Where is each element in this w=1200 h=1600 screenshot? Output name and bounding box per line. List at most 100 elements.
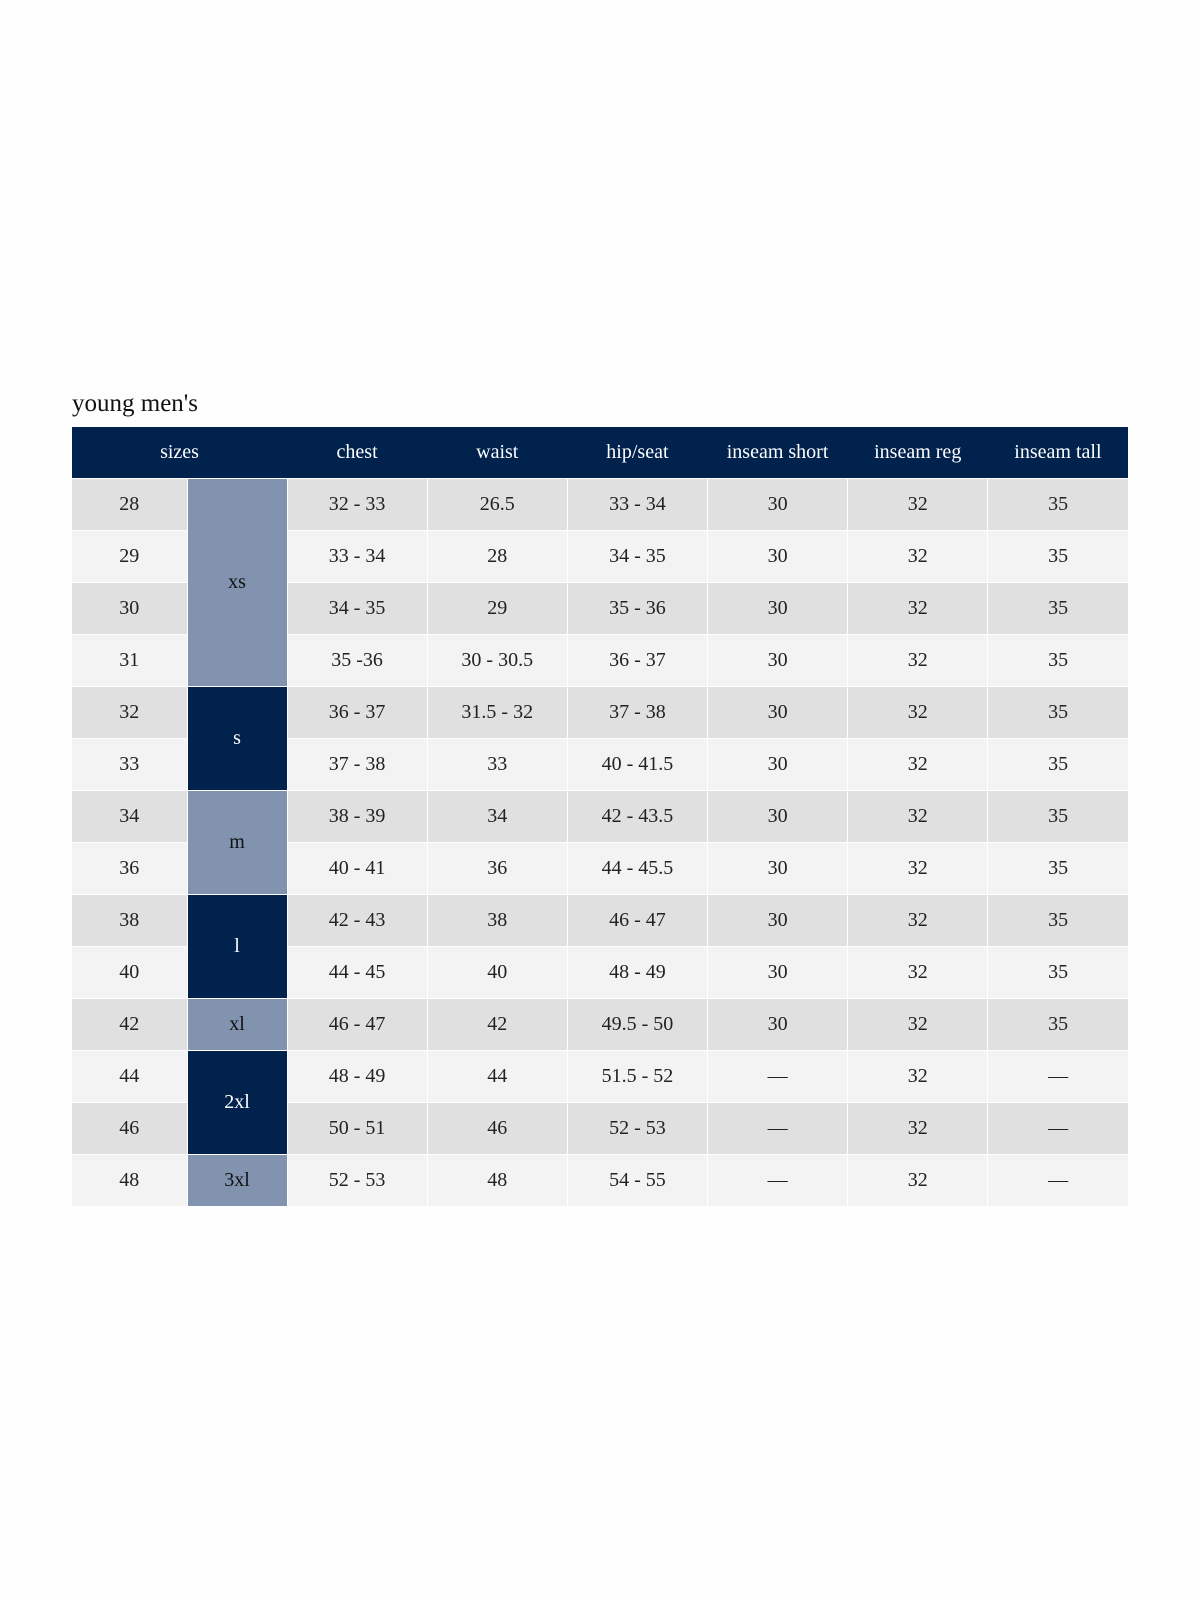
table-row: 40 44 - 45 40 48 - 49 30 32 35 [72, 946, 1128, 999]
cell-inseam-tall: 35 [987, 686, 1128, 739]
cell-waist: 44 [426, 1050, 568, 1103]
cell-chest: 42 - 43 [286, 894, 428, 947]
header-hip-seat: hip/seat [567, 427, 708, 479]
cell-waist: 30 - 30.5 [426, 634, 568, 687]
cell-waist: 29 [426, 582, 568, 635]
cell-chest: 32 - 33 [286, 478, 428, 531]
header-inseam-reg: inseam reg [847, 427, 988, 479]
cell-inseam-tall: 35 [987, 530, 1128, 583]
cell-numeric-size: 40 [72, 946, 188, 999]
alpha-size-cell: m [187, 790, 288, 895]
cell-waist: 31.5 - 32 [426, 686, 568, 739]
cell-chest: 40 - 41 [286, 842, 428, 895]
cell-chest: 34 - 35 [286, 582, 428, 635]
cell-numeric-size: 44 [72, 1050, 188, 1103]
cell-waist: 34 [426, 790, 568, 843]
cell-inseam-reg: 32 [847, 1154, 989, 1207]
cell-inseam-short: 30 [706, 998, 849, 1051]
cell-inseam-tall: 35 [987, 946, 1128, 999]
table-body: 28 xs 32 - 33 26.5 33 - 34 30 32 35 29 33 - 34 28 3… [72, 478, 1128, 1207]
cell-inseam-short: 30 [706, 478, 849, 531]
alpha-size-cell: l [187, 894, 288, 999]
cell-inseam-short: 30 [706, 790, 849, 843]
cell-inseam-tall: 35 [987, 738, 1128, 791]
cell-hip-seat: 37 - 38 [566, 686, 708, 739]
cell-inseam-tall: 35 [987, 478, 1128, 531]
cell-inseam-reg: 32 [847, 530, 989, 583]
cell-waist: 46 [426, 1102, 568, 1155]
cell-waist: 38 [426, 894, 568, 947]
cell-numeric-size: 33 [72, 738, 188, 791]
cell-inseam-short: 30 [706, 530, 849, 583]
header-inseam-tall: inseam tall [987, 427, 1128, 479]
alpha-size-cell: xl [187, 998, 288, 1051]
cell-waist: 36 [426, 842, 568, 895]
table-row: 38 l 42 - 43 38 46 - 47 30 32 35 [72, 894, 1128, 999]
table-row: 42 xl 46 - 47 42 49.5 - 50 30 32 35 [72, 998, 1128, 1051]
cell-chest: 48 - 49 [286, 1050, 428, 1103]
cell-waist: 48 [426, 1154, 568, 1207]
cell-inseam-reg: 32 [847, 478, 989, 531]
cell-hip-seat: 34 - 35 [566, 530, 708, 583]
cell-chest: 33 - 34 [286, 530, 428, 583]
cell-inseam-reg: 32 [847, 738, 989, 791]
cell-chest: 37 - 38 [286, 738, 428, 791]
cell-inseam-tall: — [987, 1154, 1128, 1207]
cell-hip-seat: 42 - 43.5 [566, 790, 708, 843]
cell-hip-seat: 33 - 34 [566, 478, 708, 531]
cell-numeric-size: 46 [72, 1102, 188, 1155]
cell-inseam-tall: 35 [987, 842, 1128, 895]
cell-numeric-size: 29 [72, 530, 188, 583]
cell-numeric-size: 30 [72, 582, 188, 635]
header-row: sizes chest waist hip/seat inseam short … [72, 427, 1128, 479]
cell-inseam-tall: — [987, 1050, 1128, 1103]
cell-inseam-short: 30 [706, 634, 849, 687]
cell-waist: 42 [426, 998, 568, 1051]
cell-inseam-tall: 35 [987, 790, 1128, 843]
header-sizes: sizes [72, 427, 288, 479]
cell-inseam-tall: 35 [987, 634, 1128, 687]
cell-inseam-tall: 35 [987, 582, 1128, 635]
table-row: 34 m 38 - 39 34 42 - 43.5 30 32 35 [72, 790, 1128, 895]
cell-chest: 50 - 51 [286, 1102, 428, 1155]
alpha-size-cell: 2xl [187, 1050, 288, 1155]
cell-chest: 36 - 37 [286, 686, 428, 739]
cell-numeric-size: 34 [72, 790, 188, 843]
cell-inseam-reg: 32 [847, 998, 989, 1051]
cell-numeric-size: 36 [72, 842, 188, 895]
cell-hip-seat: 46 - 47 [566, 894, 708, 947]
cell-hip-seat: 48 - 49 [566, 946, 708, 999]
cell-chest: 38 - 39 [286, 790, 428, 843]
alpha-size-cell: s [187, 686, 288, 791]
cell-inseam-reg: 32 [847, 842, 989, 895]
cell-waist: 28 [426, 530, 568, 583]
cell-numeric-size: 32 [72, 686, 188, 739]
cell-inseam-tall: 35 [987, 998, 1128, 1051]
header-waist: waist [427, 427, 568, 479]
cell-hip-seat: 40 - 41.5 [566, 738, 708, 791]
cell-hip-seat: 54 - 55 [566, 1154, 708, 1207]
cell-inseam-short: 30 [706, 842, 849, 895]
cell-inseam-short: 30 [706, 894, 849, 947]
cell-waist: 26.5 [426, 478, 568, 531]
alpha-size-cell: xs [187, 478, 288, 687]
cell-numeric-size: 28 [72, 478, 188, 531]
cell-hip-seat: 51.5 - 52 [566, 1050, 708, 1103]
alpha-size-cell: 3xl [187, 1154, 288, 1207]
table-row: 44 2xl 48 - 49 44 51.5 - 52—32— [72, 1050, 1128, 1155]
cell-inseam-short: — [706, 1154, 849, 1207]
cell-inseam-reg: 32 [847, 790, 989, 843]
cell-numeric-size: 31 [72, 634, 188, 687]
header-chest: chest [287, 427, 428, 479]
cell-numeric-size: 42 [72, 998, 188, 1051]
cell-hip-seat: 49.5 - 50 [566, 998, 708, 1051]
cell-inseam-reg: 32 [847, 1050, 989, 1103]
cell-numeric-size: 48 [72, 1154, 188, 1207]
cell-inseam-reg: 32 [847, 894, 989, 947]
cell-chest: 35 -36 [286, 634, 428, 687]
cell-inseam-reg: 32 [847, 686, 989, 739]
cell-inseam-short: 30 [706, 946, 849, 999]
cell-inseam-reg: 32 [847, 1102, 989, 1155]
table-row: 32 s 36 - 37 31.5 - 32 37 - 38 30 32 35 [72, 686, 1128, 791]
chart-title: young men's [72, 390, 199, 417]
